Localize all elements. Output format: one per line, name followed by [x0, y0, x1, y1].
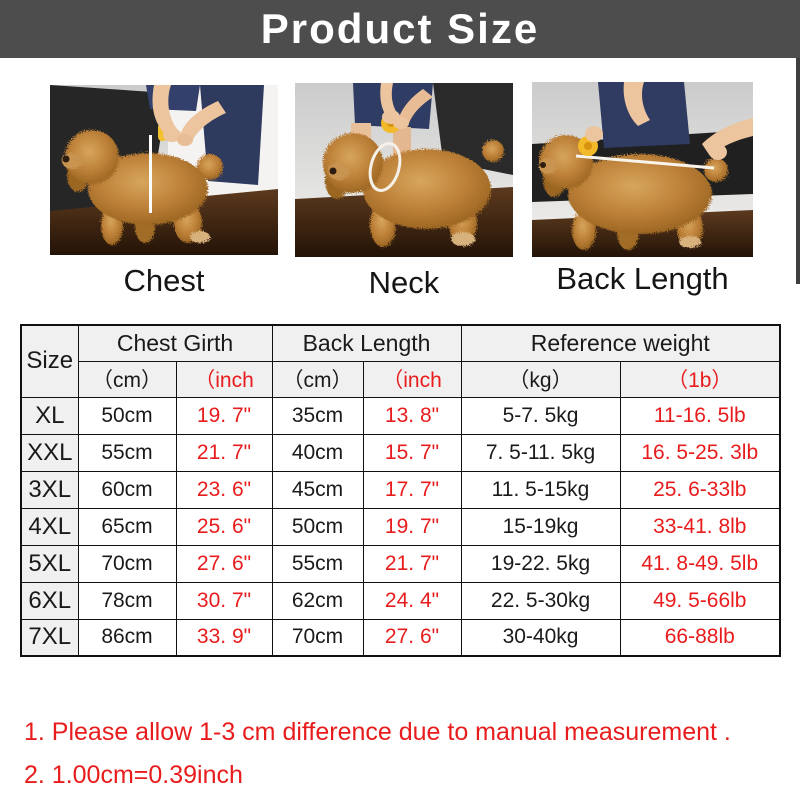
- measurement-photo-neck: Neck: [295, 83, 513, 301]
- cell-chest-inch: 23. 6": [175, 470, 273, 509]
- cell-weight-lb: 25. 6-33lb: [619, 470, 781, 509]
- table-row: 6XL 78cm 30. 7" 62cm 24. 4" 22. 5-30kg 4…: [20, 581, 781, 620]
- cell-back-cm: 70cm: [271, 618, 364, 657]
- cell-chest-inch: 19. 7": [175, 396, 273, 435]
- cell-back-inch: 27. 6": [362, 618, 462, 657]
- cell-weight-lb: 66-88lb: [619, 618, 781, 657]
- cell-chest-cm: 55cm: [77, 433, 177, 472]
- cell-chest-cm: 78cm: [77, 581, 177, 620]
- cell-weight-kg: 11. 5-15kg: [460, 470, 621, 509]
- note-cm-inch-conversion: 2. 1.00cm=0.39inch: [24, 761, 243, 789]
- cell-chest-cm: 60cm: [77, 470, 177, 509]
- table-header-back-cm: （cm）: [271, 360, 364, 398]
- cell-weight-kg: 19-22. 5kg: [460, 544, 621, 583]
- cell-back-inch: 21. 7": [362, 544, 462, 583]
- title-bar: Product Size: [0, 0, 800, 58]
- cell-size: 5XL: [20, 544, 79, 583]
- dog-chest-measure-illustration: [50, 85, 278, 255]
- cell-back-cm: 45cm: [271, 470, 364, 509]
- table-header-weight-kg: （kg）: [460, 360, 621, 398]
- cell-weight-lb: 49. 5-66lb: [619, 581, 781, 620]
- table-header-back-length: Back Length: [271, 324, 462, 362]
- cell-size: 3XL: [20, 470, 79, 509]
- cell-weight-kg: 22. 5-30kg: [460, 581, 621, 620]
- right-edge-photo-sliver: [796, 58, 800, 284]
- table-row: 3XL 60cm 23. 6" 45cm 17. 7" 11. 5-15kg 2…: [20, 470, 781, 509]
- page-title: Product Size: [260, 5, 540, 52]
- cell-weight-lb: 33-41. 8lb: [619, 507, 781, 546]
- cell-chest-inch: 30. 7": [175, 581, 273, 620]
- cell-weight-lb: 41. 8-49. 5lb: [619, 544, 781, 583]
- cell-back-inch: 17. 7": [362, 470, 462, 509]
- cell-weight-kg: 7. 5-11. 5kg: [460, 433, 621, 472]
- cell-size: 4XL: [20, 507, 79, 546]
- note-measurement-tolerance: 1. Please allow 1-3 cm difference due to…: [24, 718, 731, 746]
- cell-size: 7XL: [20, 618, 79, 657]
- cell-back-inch: 24. 4": [362, 581, 462, 620]
- cell-chest-inch: 27. 6": [175, 544, 273, 583]
- cell-weight-lb: 11-16. 5lb: [619, 396, 781, 435]
- table-row: 5XL 70cm 27. 6" 55cm 21. 7" 19-22. 5kg 4…: [20, 544, 781, 583]
- photo-caption-neck: Neck: [368, 265, 440, 300]
- cell-back-cm: 35cm: [271, 396, 364, 435]
- cell-weight-kg: 30-40kg: [460, 618, 621, 657]
- table-header-reference-weight: Reference weight: [460, 324, 781, 362]
- dog-neck-measure-illustration: [295, 83, 513, 257]
- table-header-chest-inch: （inch: [175, 360, 273, 398]
- table-header-row-groups: Size Chest Girth Back Length Reference w…: [20, 324, 781, 398]
- cell-size: XL: [20, 396, 79, 435]
- size-table: Size Chest Girth Back Length Reference w…: [20, 324, 782, 657]
- cell-chest-cm: 50cm: [77, 396, 177, 435]
- cell-back-cm: 55cm: [271, 544, 364, 583]
- dog-back-length-measure-illustration: [532, 82, 753, 257]
- cell-size: XXL: [20, 433, 79, 472]
- cell-back-cm: 40cm: [271, 433, 364, 472]
- cell-back-inch: 15. 7": [362, 433, 462, 472]
- table-row: XL 50cm 19. 7" 35cm 13. 8" 5-7. 5kg 11-1…: [20, 396, 781, 435]
- table-header-weight-lb: （1b）: [619, 360, 781, 398]
- photo-caption-chest: Chest: [123, 263, 205, 298]
- table-header-row-units: （cm） （inch （cm） （inch （kg） （1b）: [21, 360, 781, 398]
- measurement-photo-back-length: Back Length: [532, 82, 753, 297]
- cell-weight-lb: 16. 5-25. 3lb: [619, 433, 781, 472]
- cell-chest-cm: 65cm: [77, 507, 177, 546]
- table-header-chest-girth: Chest Girth: [77, 324, 273, 362]
- cell-chest-cm: 86cm: [77, 618, 177, 657]
- cell-back-cm: 50cm: [271, 507, 364, 546]
- cell-back-cm: 62cm: [271, 581, 364, 620]
- table-header-back-inch: （inch: [362, 360, 462, 398]
- cell-weight-kg: 5-7. 5kg: [460, 396, 621, 435]
- table-row: 4XL 65cm 25. 6" 50cm 19. 7" 15-19kg 33-4…: [20, 507, 781, 546]
- cell-back-inch: 13. 8": [362, 396, 462, 435]
- cell-back-inch: 19. 7": [362, 507, 462, 546]
- measurement-photo-chest: Chest: [50, 85, 278, 299]
- photo-caption-back-length: Back Length: [556, 261, 729, 296]
- table-row: XXL 55cm 21. 7" 40cm 15. 7" 7. 5-11. 5kg…: [20, 433, 781, 472]
- cell-weight-kg: 15-19kg: [460, 507, 621, 546]
- cell-size: 6XL: [20, 581, 79, 620]
- table-header-chest-cm: （cm）: [77, 360, 177, 398]
- cell-chest-cm: 70cm: [77, 544, 177, 583]
- cell-chest-inch: 25. 6": [175, 507, 273, 546]
- cell-chest-inch: 21. 7": [175, 433, 273, 472]
- table-row: 7XL 86cm 33. 9" 70cm 27. 6" 30-40kg 66-8…: [20, 618, 781, 657]
- table-header-size: Size: [20, 324, 79, 398]
- cell-chest-inch: 33. 9": [175, 618, 273, 657]
